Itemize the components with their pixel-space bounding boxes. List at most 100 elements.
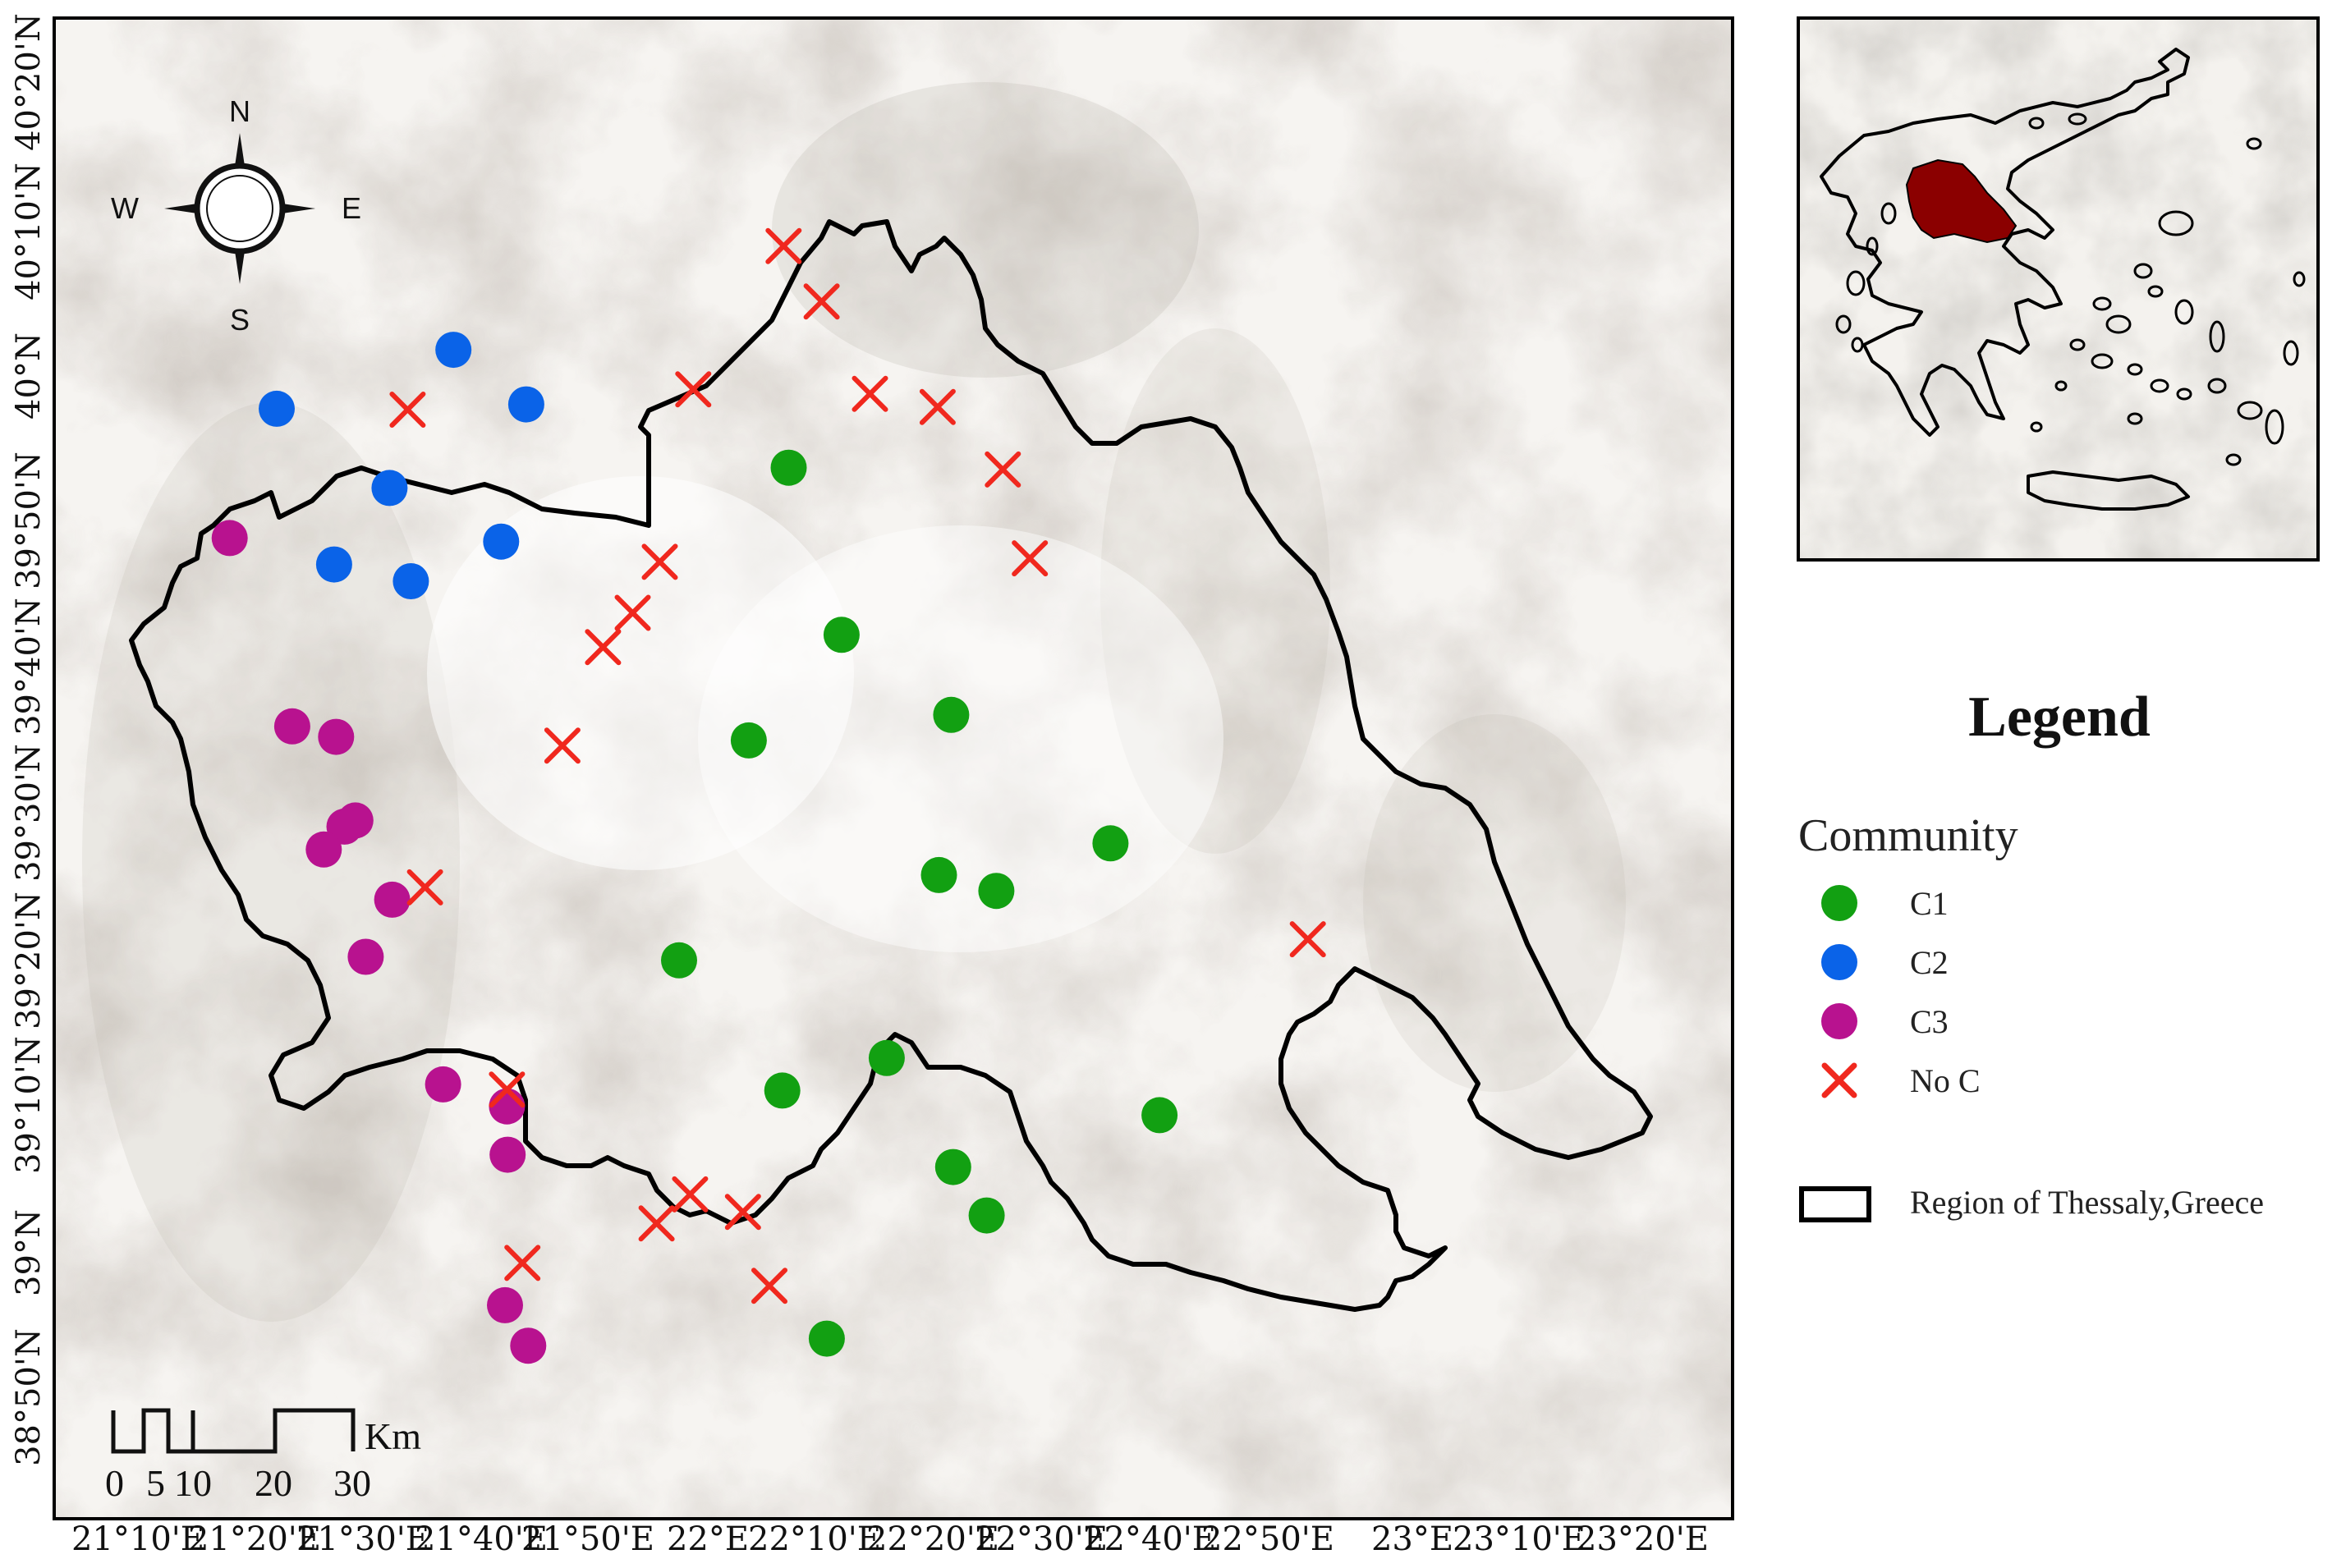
lat-tick: 39°10'N xyxy=(10,1036,48,1174)
point-c1 xyxy=(770,449,807,486)
greece-outline xyxy=(1820,48,2190,437)
point-noc-icon xyxy=(803,283,840,320)
inset-frame xyxy=(1797,16,2320,562)
legend-group-title: Community xyxy=(1798,810,2018,861)
lat-tick: 39°20'N xyxy=(10,892,48,1029)
point-noc-icon xyxy=(751,1268,787,1304)
point-noc-icon xyxy=(724,1194,761,1231)
point-noc-icon xyxy=(1012,540,1049,577)
point-c1 xyxy=(1092,825,1129,862)
main-map xyxy=(53,16,1734,1520)
compass-w: W xyxy=(111,191,139,225)
point-c3 xyxy=(489,1088,526,1125)
lon-tick: 22°40'E xyxy=(1083,1520,1216,1558)
legend-title: Legend xyxy=(1968,685,2151,749)
lat-tick: 39°N xyxy=(10,1209,48,1296)
legend-label-region: Region of Thessaly,Greece xyxy=(1910,1184,2264,1221)
point-c2 xyxy=(259,390,295,427)
point-c3 xyxy=(347,938,384,975)
lon-tick: 21°30'E xyxy=(296,1520,429,1558)
point-c2 xyxy=(371,470,408,507)
point-noc-icon xyxy=(489,1071,526,1108)
compass-n: N xyxy=(229,94,250,128)
points-layer xyxy=(211,227,1326,1364)
point-c2 xyxy=(507,386,544,423)
lon-tick: 22°50'E xyxy=(1201,1520,1334,1558)
point-c3 xyxy=(318,718,355,755)
lon-tick: 21°50'E xyxy=(521,1520,654,1558)
point-c1 xyxy=(1141,1097,1178,1134)
inset-crete xyxy=(2027,470,2190,511)
point-c3 xyxy=(273,708,310,745)
point-noc-icon xyxy=(985,451,1021,488)
point-c1 xyxy=(730,722,767,759)
legend-symbol-region xyxy=(1799,1186,1871,1222)
legend-item-region: Region of Thessaly,Greece xyxy=(1799,1184,2264,1222)
lat-tick: 40°20'N xyxy=(10,13,48,151)
point-noc-icon xyxy=(919,388,956,425)
legend-label-c3: C3 xyxy=(1910,1003,1949,1040)
scale-label-0: 0 xyxy=(105,1462,124,1504)
point-c3 xyxy=(374,881,411,918)
point-c1 xyxy=(934,1148,971,1185)
legend-symbol-c3 xyxy=(1821,1003,1857,1039)
scale-label-10: 10 xyxy=(174,1462,212,1504)
legend-label-c2: C2 xyxy=(1910,944,1949,981)
lat-tick: 39°50'N xyxy=(10,452,48,589)
legend-symbol-c2 xyxy=(1821,944,1857,980)
scale-bar: Km 0 5 10 20 30 xyxy=(105,1408,421,1504)
point-noc-icon xyxy=(638,1205,675,1242)
lat-tick: 40°10'N xyxy=(10,163,48,300)
compass-s: S xyxy=(230,303,250,337)
scale-label-30: 30 xyxy=(333,1462,371,1504)
point-c3 xyxy=(326,808,363,845)
north-arrow-icon xyxy=(234,133,246,172)
point-c1 xyxy=(823,617,860,653)
lon-tick: 21°40'E xyxy=(415,1520,548,1558)
compass-e: E xyxy=(342,191,361,225)
map-frame xyxy=(53,16,1734,1520)
lon-tick: 23°10'E xyxy=(1453,1520,1586,1558)
point-c3 xyxy=(487,1286,523,1323)
point-c1 xyxy=(920,856,957,893)
lat-tick: 39°30'N xyxy=(10,744,48,882)
lon-tick: 22°20'E xyxy=(866,1520,999,1558)
thessaly-region-outline xyxy=(129,219,1653,1312)
lon-tick: 22°E xyxy=(667,1520,749,1558)
point-c1 xyxy=(764,1072,801,1109)
legend-symbol-noc-icon xyxy=(1821,1062,1857,1098)
compass-rose: N S E W xyxy=(111,94,361,337)
legend-item-c2: C2 xyxy=(1821,944,1949,981)
point-c3 xyxy=(510,1327,547,1364)
lon-tick: 23°20'E xyxy=(1576,1520,1709,1558)
latitude-axis: 40°20'N 40°10'N 40°N 39°50'N 39°40'N 39°… xyxy=(10,13,48,1466)
longitude-axis: 21°10'E 21°20'E 21°30'E 21°40'E 21°50'E … xyxy=(71,1520,1709,1558)
point-c1 xyxy=(808,1320,845,1357)
lon-tick: 21°10'E xyxy=(71,1520,204,1558)
point-c1 xyxy=(661,942,697,979)
scale-label-5: 5 xyxy=(146,1462,165,1504)
legend-item-c1: C1 xyxy=(1821,885,1949,922)
point-c3 xyxy=(305,831,342,868)
lon-tick: 22°30'E xyxy=(975,1520,1108,1558)
point-noc-icon xyxy=(544,727,581,764)
point-c1 xyxy=(978,873,1015,910)
point-c2 xyxy=(435,332,472,369)
point-noc-icon xyxy=(389,392,426,428)
point-c2 xyxy=(483,523,520,560)
legend: Legend Community C1 C2 C3 No C Region of… xyxy=(1798,685,2264,1222)
scale-unit: Km xyxy=(365,1415,421,1457)
point-noc-icon xyxy=(675,371,712,408)
point-c3 xyxy=(489,1136,526,1173)
point-c1 xyxy=(868,1039,905,1076)
inset-thessaly-region xyxy=(1905,158,2018,244)
lat-tick: 40°N xyxy=(10,332,48,420)
point-c2 xyxy=(392,563,429,599)
point-noc-icon xyxy=(672,1176,709,1213)
point-noc-icon xyxy=(406,869,443,905)
lon-tick: 22°10'E xyxy=(748,1520,881,1558)
lat-tick: 39°40'N xyxy=(10,598,48,736)
legend-label-noc: No C xyxy=(1910,1062,1981,1099)
point-noc-icon xyxy=(1289,921,1326,958)
